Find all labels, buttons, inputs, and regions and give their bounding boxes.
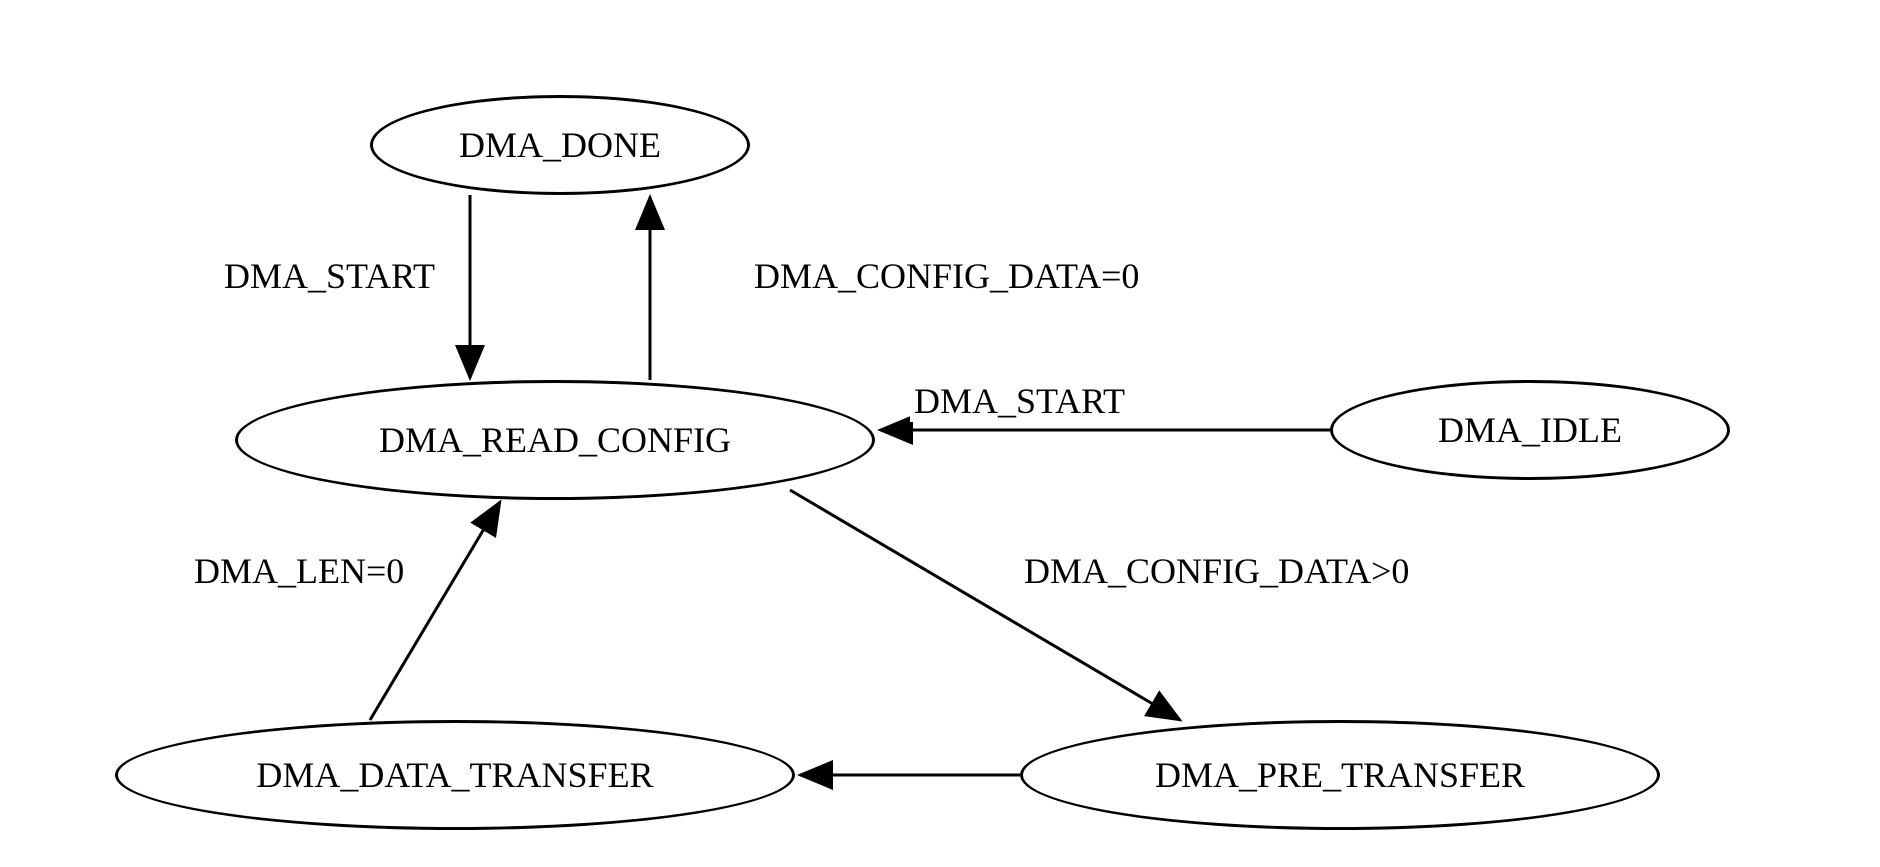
state-label: DMA_PRE_TRANSFER (1155, 754, 1525, 796)
state-label: DMA_IDLE (1438, 409, 1622, 451)
edge-label-read-to-done: DMA_CONFIG_DATA=0 (750, 255, 1143, 297)
state-dma-idle: DMA_IDLE (1330, 380, 1730, 480)
state-dma-data-transfer: DMA_DATA_TRANSFER (115, 720, 795, 830)
state-label: DMA_DATA_TRANSFER (256, 754, 653, 796)
state-dma-done: DMA_DONE (370, 95, 750, 195)
edge-label-data-to-read: DMA_LEN=0 (190, 550, 408, 592)
state-dma-pre-transfer: DMA_PRE_TRANSFER (1020, 720, 1660, 830)
state-dma-read-config: DMA_READ_CONFIG (235, 380, 875, 500)
edge-label-idle-to-read: DMA_START (910, 380, 1129, 422)
state-label: DMA_READ_CONFIG (379, 419, 731, 461)
edge-label-done-to-read: DMA_START (220, 255, 439, 297)
state-label: DMA_DONE (459, 124, 661, 166)
edge-label-read-to-pre: DMA_CONFIG_DATA>0 (1020, 550, 1413, 592)
